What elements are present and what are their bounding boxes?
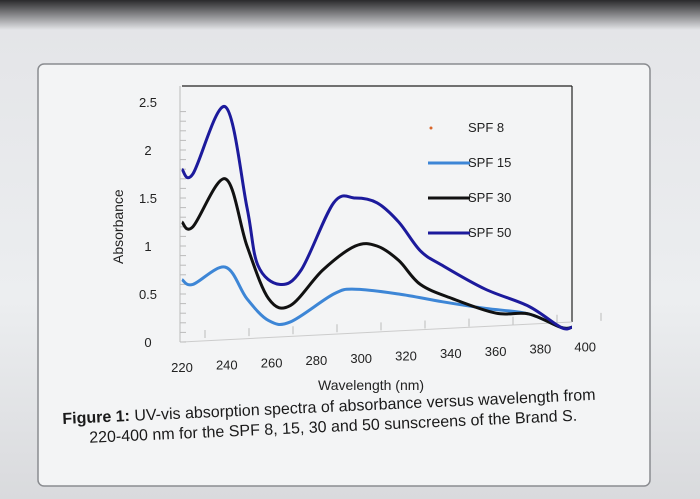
x-tick-label: 280 [306,353,328,368]
y-tick-label: 1.5 [139,191,157,206]
series-lines [180,105,573,331]
plot-frame [179,85,573,343]
x-tick-label: 360 [485,344,507,359]
y-tick-label: 2.5 [139,95,157,110]
x-tick-label: 220 [171,360,193,375]
series-line-spf-30 [180,177,573,330]
y-tick-label: 0 [144,335,151,350]
y-tick-label: 0.5 [139,287,157,302]
x-tick-label: 400 [574,339,596,354]
legend: SPF 8 SPF 15 SPF 30 SPF 50 [428,120,511,240]
x-tick-label: 260 [261,355,283,370]
x-tick-label: 380 [530,342,552,357]
series-line-spf-50 [180,105,573,331]
legend-label: SPF 50 [468,225,511,240]
legend-label: SPF 15 [468,155,511,170]
y-tick-label: 2 [144,143,151,158]
y-tick-label: 1 [144,239,151,254]
figure-card [37,63,651,487]
x-axis-label: Wavelength (nm) [318,377,424,393]
legend-label: SPF 8 [468,120,504,135]
x-tick-label: 340 [440,346,462,361]
x-tick-label: 300 [350,351,372,366]
x-tick-label: 240 [216,358,238,373]
legend-marker [429,126,433,130]
caption-label: Figure 1: [62,407,131,428]
y-axis-label: Absorbance [110,189,126,264]
x-tick-label: 320 [395,349,417,364]
x-axis-line [181,321,573,343]
axis-ticks: 0 0.5 1 1.5 2 2.5 220 240 260 280 300 320 340 360 380 4… [139,95,602,375]
legend-label: SPF 30 [468,190,511,205]
